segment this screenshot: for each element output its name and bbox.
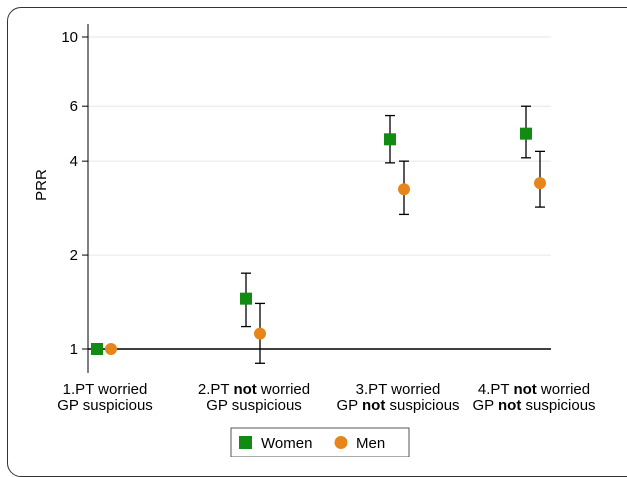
men-point xyxy=(534,177,546,190)
legend: Women Men xyxy=(230,427,410,457)
men-point xyxy=(105,343,117,355)
x-category-label: GP not suspicious xyxy=(336,397,459,414)
men-point xyxy=(398,183,410,196)
y-tick-label: 4 xyxy=(70,153,78,170)
y-axis-title: PRR xyxy=(33,169,50,201)
x-category-label: 3.PT worried xyxy=(356,381,441,398)
gridlines xyxy=(88,36,551,256)
legend-men-marker xyxy=(334,436,348,449)
x-category-label: GP suspicious xyxy=(206,397,302,414)
men-point xyxy=(254,327,266,340)
women-point xyxy=(240,292,252,305)
series-points xyxy=(91,105,546,364)
women-point xyxy=(384,133,396,146)
women-point xyxy=(91,343,103,355)
y-tick-label: 2 xyxy=(70,247,78,264)
x-category-label: GP not suspicious xyxy=(472,397,595,414)
y-tick-label: 10 xyxy=(61,29,78,46)
legend-men-label: Men xyxy=(356,435,385,452)
legend-women-marker xyxy=(239,436,252,449)
women-point xyxy=(520,127,532,140)
x-category-label: GP suspicious xyxy=(57,397,153,414)
legend-box xyxy=(230,427,410,457)
y-axis: 1 2 4 6 10 PRR xyxy=(33,24,551,373)
x-category-label: 1.PT worried xyxy=(63,381,148,398)
x-category-label: 4.PT not worried xyxy=(478,381,590,398)
legend-women-label: Women xyxy=(261,435,312,452)
x-category-label: 2.PT not worried xyxy=(198,381,310,398)
y-tick-label: 1 xyxy=(70,341,78,358)
y-tick-label: 6 xyxy=(70,98,78,115)
